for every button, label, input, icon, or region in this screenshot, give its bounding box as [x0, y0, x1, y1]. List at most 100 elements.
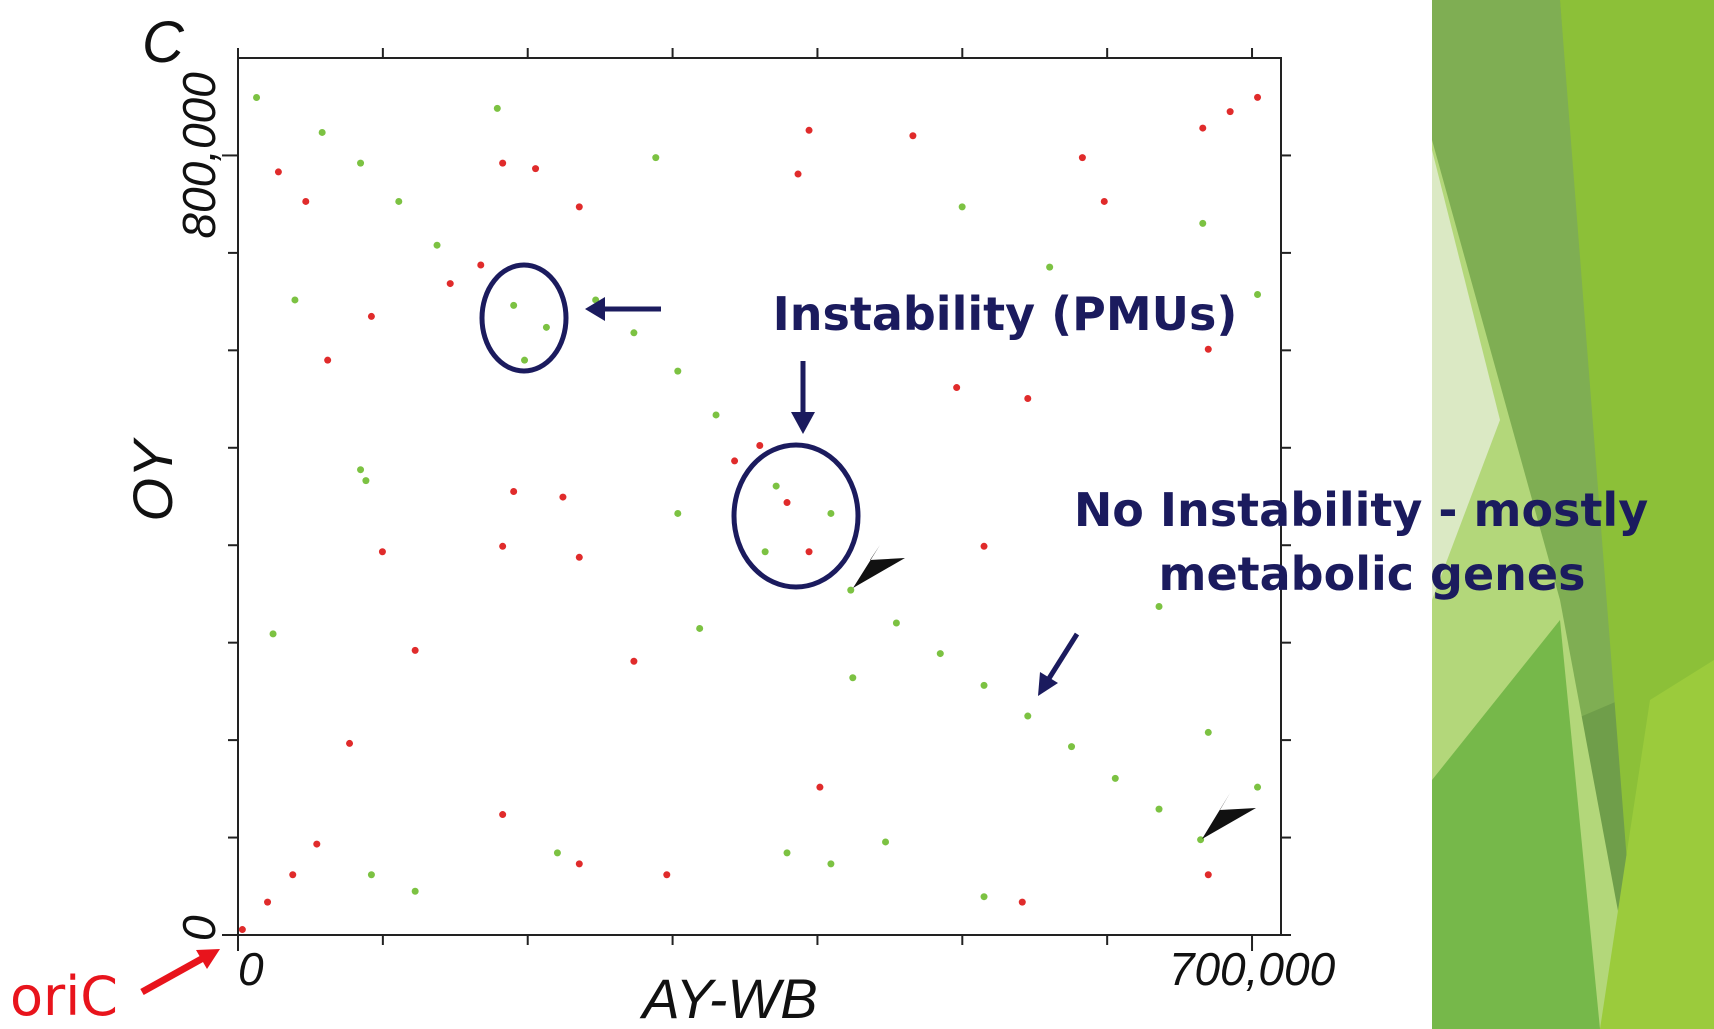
- point: [575, 860, 583, 868]
- point: [367, 871, 375, 879]
- point: [559, 493, 567, 501]
- point: [909, 132, 917, 140]
- point: [499, 159, 507, 167]
- y-axis-label: OY: [121, 437, 184, 522]
- point: [313, 840, 321, 848]
- point: [1197, 836, 1205, 844]
- point: [1046, 263, 1054, 271]
- point: [575, 203, 583, 211]
- point: [1204, 728, 1212, 736]
- point: [849, 674, 857, 682]
- point: [882, 838, 890, 846]
- point: [805, 126, 813, 134]
- annotation-arrowheads: [585, 297, 1058, 696]
- point: [362, 477, 370, 485]
- point: [238, 926, 246, 934]
- point: [827, 509, 835, 517]
- point: [477, 261, 485, 269]
- point: [553, 849, 561, 857]
- point: [847, 586, 855, 594]
- point: [630, 657, 638, 665]
- plot-frame: [237, 57, 1282, 936]
- point: [1078, 154, 1086, 162]
- point: [805, 548, 813, 556]
- point: [357, 159, 365, 167]
- point: [367, 312, 375, 320]
- point: [827, 860, 835, 868]
- annotation: Instability (PMUs): [773, 287, 1238, 341]
- point: [1024, 712, 1032, 720]
- point: [291, 296, 299, 304]
- point: [395, 197, 403, 205]
- point: [892, 619, 900, 627]
- point: [712, 411, 720, 419]
- point: [1100, 197, 1108, 205]
- point: [980, 542, 988, 550]
- point: [783, 849, 791, 857]
- x-tick-label: 0: [238, 943, 264, 995]
- point: [510, 301, 518, 309]
- panel-label: C: [142, 10, 185, 75]
- point: [493, 104, 501, 112]
- point: [264, 898, 272, 906]
- point: [696, 624, 704, 632]
- point: [1226, 108, 1234, 116]
- point: [980, 893, 988, 901]
- point: [274, 168, 282, 176]
- point: [756, 442, 764, 450]
- point: [958, 203, 966, 211]
- point: [783, 499, 791, 507]
- point: [289, 871, 297, 879]
- point: [936, 650, 944, 658]
- point: [324, 356, 332, 364]
- point: [980, 681, 988, 689]
- x-axis-label: AY-WB: [639, 967, 817, 1029]
- point: [1111, 774, 1119, 782]
- point: [1204, 345, 1212, 353]
- point: [772, 482, 780, 490]
- point: [411, 887, 419, 895]
- point: [346, 739, 354, 747]
- point: [1254, 290, 1262, 298]
- point: [253, 93, 261, 101]
- point: [378, 548, 386, 556]
- point: [761, 548, 769, 556]
- point: [816, 783, 824, 791]
- annotation: No Instability - mostly: [1074, 483, 1648, 537]
- annotation: oriC: [10, 965, 118, 1028]
- point: [575, 553, 583, 561]
- point: [542, 323, 550, 331]
- point: [357, 466, 365, 474]
- oric-arrow: [140, 953, 207, 996]
- x-tick-label: 700,000: [1169, 943, 1336, 995]
- point: [674, 367, 682, 375]
- point: [499, 542, 507, 550]
- point: [1024, 394, 1032, 402]
- point: [433, 241, 441, 249]
- point: [674, 509, 682, 517]
- point: [663, 871, 671, 879]
- point: [1199, 124, 1207, 132]
- point: [731, 457, 739, 465]
- point: [1155, 805, 1163, 813]
- point: [630, 329, 638, 337]
- decor-panel: [1432, 0, 1714, 1029]
- point: [302, 197, 310, 205]
- point: [318, 128, 326, 136]
- annotation: metabolic genes: [1159, 547, 1586, 601]
- point: [1204, 871, 1212, 879]
- point: [532, 165, 540, 173]
- plot-area: [238, 93, 1262, 934]
- point: [1254, 93, 1262, 101]
- point: [510, 488, 518, 496]
- point: [1068, 743, 1076, 751]
- point: [499, 811, 507, 819]
- point: [1155, 603, 1163, 611]
- point: [1199, 219, 1207, 227]
- point: [521, 356, 529, 364]
- y-tick-label: 800,000: [173, 72, 225, 239]
- black-arrowheads: [853, 545, 1256, 839]
- point: [794, 170, 802, 178]
